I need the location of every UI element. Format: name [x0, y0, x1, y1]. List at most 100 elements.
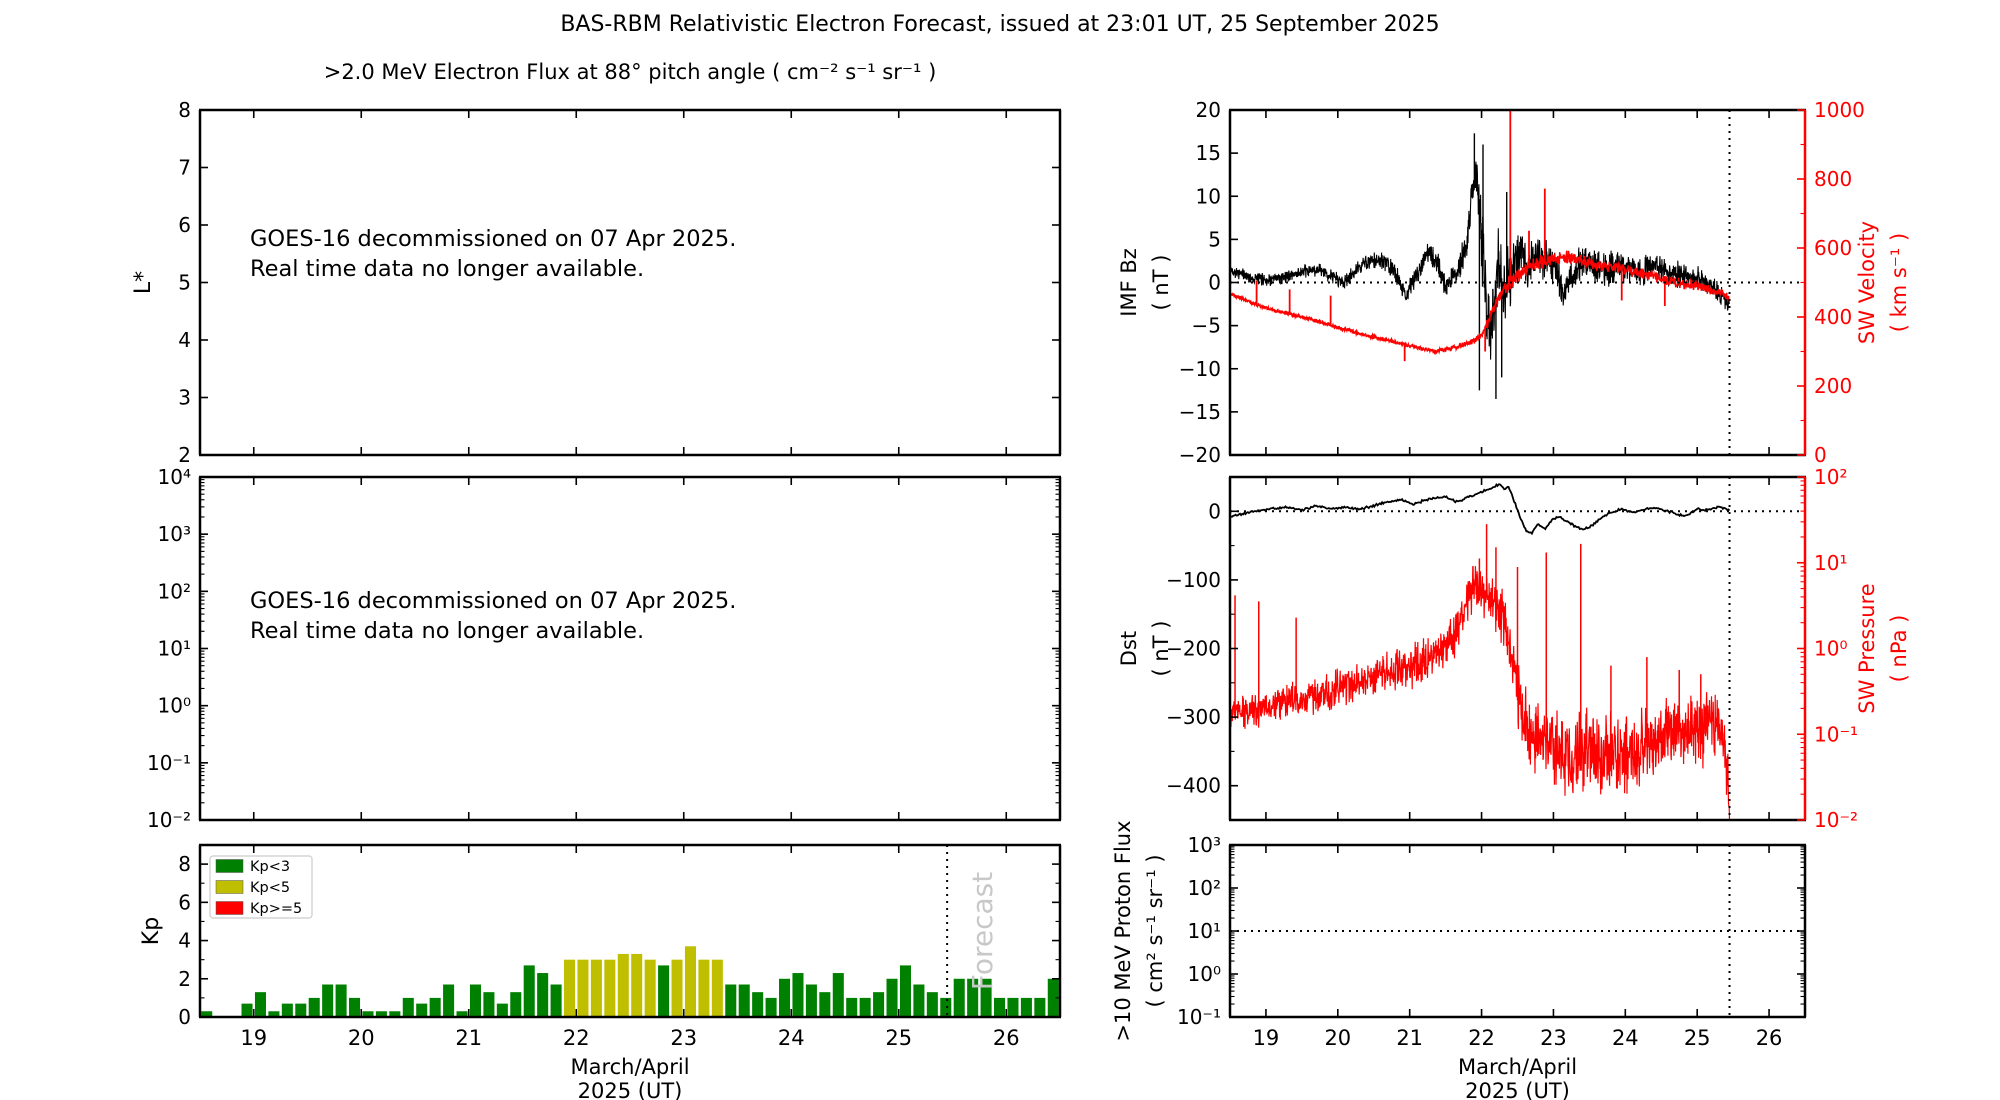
x-tick-label: 19	[1253, 1026, 1280, 1050]
kp-bar	[779, 978, 791, 1017]
y-tick-label: 200	[1814, 374, 1852, 398]
kp-bar	[429, 997, 441, 1017]
y-tick-label: 5	[178, 271, 191, 295]
x-tick-label: 24	[1612, 1026, 1639, 1050]
kp-bar	[711, 959, 723, 1017]
kp-bar	[322, 984, 334, 1017]
y-tick-label: 10³	[1188, 833, 1221, 857]
kp-bar	[967, 978, 979, 1017]
kp-bar	[1020, 997, 1032, 1017]
kp-bar	[644, 959, 656, 1017]
annotation-line-2: Real time data no longer available.	[250, 256, 645, 282]
y-axis-label-kp: Kp	[139, 917, 164, 945]
legend-label: Kp<5	[250, 880, 290, 896]
y-tick-label: 10²	[1814, 465, 1847, 489]
y-tick-label: 8	[178, 98, 191, 122]
x-axis-label: 2025 (UT)	[578, 1079, 683, 1100]
kp-bar	[349, 997, 361, 1017]
kp-bar	[416, 1003, 428, 1017]
y-axis-label-lstar: L*	[131, 271, 156, 294]
y-tick-label: 10	[1196, 184, 1221, 208]
x-tick-label: 23	[670, 1026, 697, 1050]
legend-label: Kp>=5	[250, 901, 302, 917]
sw-pressure-series	[1230, 565, 1731, 820]
x-tick-label: 22	[1468, 1026, 1495, 1050]
kp-bar	[537, 973, 549, 1017]
y-tick-label: 10²	[158, 579, 191, 603]
y-tick-label: 4	[178, 328, 191, 352]
kp-bar	[899, 965, 911, 1017]
kp-bar	[765, 997, 777, 1017]
annotation-line-1: GOES-16 decommissioned on 07 Apr 2025.	[250, 588, 737, 614]
kp-bar	[617, 953, 629, 1017]
x-tick-label: 23	[1540, 1026, 1567, 1050]
kp-bar	[926, 992, 938, 1017]
forecast-label: Forecast	[966, 872, 999, 991]
x-tick-label: 21	[1396, 1026, 1423, 1050]
y-axis-label-sw-velocity: SW Velocity	[1855, 221, 1879, 344]
kp-bar	[1047, 978, 1059, 1017]
kp-bar	[254, 992, 266, 1017]
y-tick-label: −200	[1166, 637, 1221, 661]
y-tick-label: 10⁻¹	[1177, 1005, 1221, 1029]
goes16-annotation-top: GOES-16 decommissioned on 07 Apr 2025. R…	[250, 224, 736, 284]
kp-bar	[725, 984, 737, 1017]
x-axis-label: 2025 (UT)	[1465, 1079, 1570, 1100]
y-tick-label: 2	[178, 967, 191, 991]
kp-bar	[846, 997, 858, 1017]
y-tick-label: 6	[178, 213, 191, 237]
kp-bar	[631, 953, 643, 1017]
kp-bar	[913, 984, 925, 1017]
kp-bar	[792, 973, 804, 1017]
x-tick-label: 24	[778, 1026, 805, 1050]
kp-bar	[658, 965, 670, 1017]
y-tick-label: 10⁰	[158, 694, 191, 718]
kp-bar	[550, 984, 562, 1017]
y-axis-label-sw-pressure: SW Pressure	[1855, 583, 1879, 713]
y-tick-label: 10⁴	[158, 465, 191, 489]
kp-bar	[684, 946, 696, 1017]
x-tick-label: 26	[993, 1026, 1020, 1050]
x-tick-label: 21	[455, 1026, 482, 1050]
x-tick-label: 20	[1324, 1026, 1351, 1050]
kp-bar	[402, 997, 414, 1017]
y-tick-label: 400	[1814, 305, 1852, 329]
kp-bar	[1007, 997, 1019, 1017]
y-tick-label: 0	[178, 1005, 191, 1029]
kp-bar	[241, 1003, 253, 1017]
kp-bar	[873, 992, 885, 1017]
y-tick-label: 10²	[1188, 876, 1221, 900]
y-axis-label-imf-bz-units: ( nT )	[1149, 255, 1173, 311]
y-tick-label: −5	[1192, 314, 1221, 338]
x-tick-label: 22	[563, 1026, 590, 1050]
kp-bar	[389, 1011, 401, 1017]
y-tick-label: 7	[178, 156, 191, 180]
kp-bar	[456, 1011, 468, 1017]
kp-bar	[980, 978, 992, 1017]
y-tick-label: 10⁻²	[1814, 808, 1858, 832]
kp-bar	[523, 965, 535, 1017]
y-tick-label: 2	[178, 443, 191, 467]
x-tick-label: 26	[1756, 1026, 1783, 1050]
y-tick-label: 0	[1208, 271, 1221, 295]
kp-bar	[819, 992, 831, 1017]
kp-bar	[483, 992, 495, 1017]
y-axis-label-sw-velocity-units: ( km s⁻¹ )	[1887, 233, 1911, 332]
goes16-annotation-middle: GOES-16 decommissioned on 07 Apr 2025. R…	[250, 586, 736, 646]
x-tick-label: 25	[1684, 1026, 1711, 1050]
kp-bar	[805, 984, 817, 1017]
dst-series	[1230, 482, 1731, 536]
kp-bar	[443, 984, 455, 1017]
kp-bar	[577, 959, 589, 1017]
legend-label: Kp<3	[250, 859, 290, 875]
kp-bar	[564, 959, 576, 1017]
electron-flux-panel-title: >2.0 MeV Electron Flux at 88° pitch angl…	[323, 60, 937, 84]
kp-bar	[859, 997, 871, 1017]
legend-swatch-3	[215, 901, 244, 915]
y-tick-label: 10⁻¹	[1814, 722, 1858, 746]
kp-bar	[671, 959, 683, 1017]
kp-bar	[953, 978, 965, 1017]
y-tick-label: 6	[178, 890, 191, 914]
annotation-line-1: GOES-16 decommissioned on 07 Apr 2025.	[250, 226, 737, 252]
